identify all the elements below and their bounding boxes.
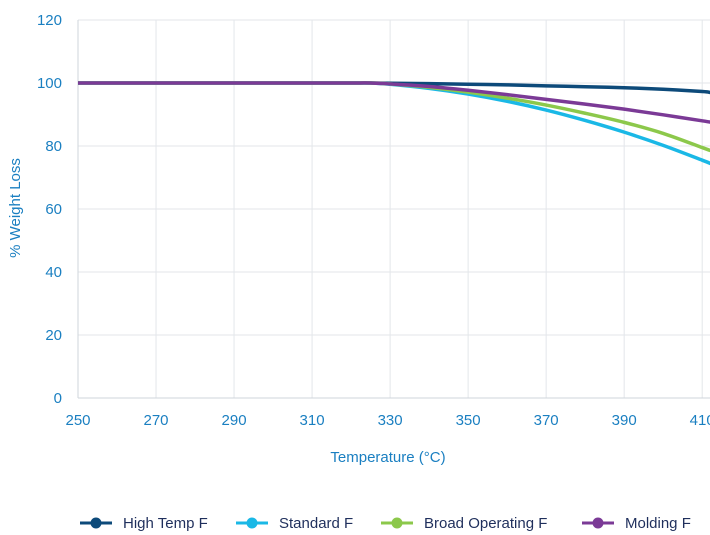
series-line-broad-operating-f xyxy=(78,81,710,153)
legend-label-molding-f: Molding F xyxy=(625,515,691,532)
series-line-standard-f xyxy=(78,81,710,166)
axes: 0 20 40 60 80 100 120 250 270 290 310 330 350 370 390 4… xyxy=(37,12,710,429)
x-tick-label: 250 xyxy=(65,412,90,429)
x-tick-label: 330 xyxy=(378,412,403,429)
y-tick-label: 20 xyxy=(45,327,62,344)
grid xyxy=(77,19,710,398)
x-tick-label: 270 xyxy=(144,412,169,429)
legend-label-high-temp-f: High Temp F xyxy=(123,515,208,532)
x-tick-label: 290 xyxy=(222,412,247,429)
y-tick-label: 60 xyxy=(45,201,62,218)
y-tick-label: 80 xyxy=(45,138,62,155)
legend-marker-standard-f xyxy=(246,517,258,529)
x-axis-label: Temperature (°C) xyxy=(330,449,445,466)
y-tick-label: 40 xyxy=(45,264,62,281)
series-line-molding-f xyxy=(78,81,710,124)
x-tick-label: 370 xyxy=(534,412,559,429)
legend-marker-broad-operating-f xyxy=(391,517,403,529)
x-tick-label: 410 xyxy=(690,412,710,429)
legend: High Temp F Standard F Broad Operating F Mo… xyxy=(80,515,691,532)
y-axis-label: % Weight Loss xyxy=(7,158,24,258)
x-tick-label: 350 xyxy=(456,412,481,429)
series-lines xyxy=(78,81,710,166)
legend-marker-molding-f xyxy=(592,517,604,529)
y-tick-label: 120 xyxy=(37,12,62,29)
y-tick-label: 100 xyxy=(37,75,62,92)
legend-marker-high-temp-f xyxy=(90,517,102,529)
legend-label-broad-operating-f: Broad Operating F xyxy=(424,515,547,532)
legend-label-standard-f: Standard F xyxy=(279,515,353,532)
y-tick-label: 0 xyxy=(54,390,62,407)
x-tick-label: 310 xyxy=(300,412,325,429)
x-tick-label: 390 xyxy=(612,412,637,429)
